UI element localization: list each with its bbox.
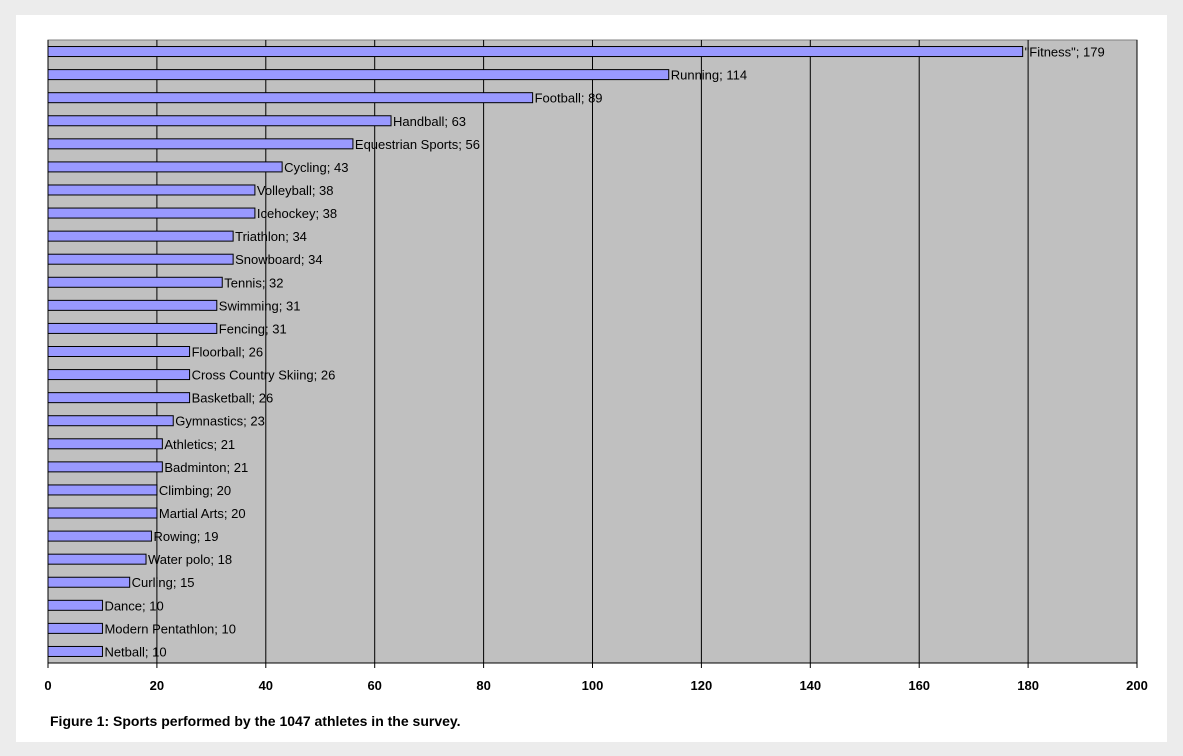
data-label-badminton: Badminton; 21 [164, 460, 248, 475]
bar-modern-pentathlon [47, 622, 103, 634]
bar-icehockey [47, 207, 256, 219]
data-label-swimming: Swimming; 31 [219, 298, 301, 313]
data-label-water-polo: Water polo; 18 [148, 552, 232, 567]
data-label-modern-pentathlon: Modern Pentathlon; 10 [104, 621, 236, 636]
data-label-gymnastics: Gymnastics; 23 [175, 414, 265, 429]
data-label-tennis: Tennis; 32 [224, 275, 283, 290]
data-label-running: Running; 114 [671, 68, 747, 83]
x-tick-label-0: 0 [44, 678, 51, 693]
data-label-rowing: Rowing; 19 [153, 529, 218, 544]
data-label-martial-arts: Martial Arts; 20 [159, 506, 246, 521]
figure-caption: Figure 1: Sports performed by the 1047 a… [50, 713, 461, 729]
bar-cycling [47, 161, 283, 173]
data-label-athletics: Athletics; 21 [164, 437, 235, 452]
x-tick-label-40: 40 [259, 678, 273, 693]
data-label-equestrian-sports: Equestrian Sports; 56 [355, 137, 480, 152]
bar-dance [47, 599, 103, 611]
x-tick-label-140: 140 [799, 678, 821, 693]
x-tick-label-60: 60 [367, 678, 381, 693]
data-label-icehockey: Icehockey; 38 [257, 206, 337, 221]
bar-chart: 0 20 40 60 80 100 120 140 160 180 200 "Fitness"; 17… [44, 39, 1148, 693]
bar-swimming [47, 299, 218, 311]
data-label-climbing: Climbing; 20 [159, 483, 231, 498]
bar-athletics [47, 438, 163, 450]
x-tick-label-200: 200 [1126, 678, 1148, 693]
bar-gymnastics [47, 415, 174, 427]
bar-netball [47, 645, 103, 657]
bar-water-polo [47, 553, 147, 565]
bar-volleyball [47, 184, 256, 196]
bar-climbing [47, 484, 158, 496]
data-label-handball: Handball; 63 [393, 114, 466, 129]
x-tick-label-80: 80 [476, 678, 490, 693]
bar-fencing [47, 322, 218, 334]
data-label-curling: Curling; 15 [132, 575, 195, 590]
bar-snowboard [47, 253, 234, 265]
bar-handball [47, 115, 392, 127]
data-label-basketball: Basketball; 26 [192, 391, 274, 406]
bar-fitness [47, 46, 1024, 58]
bar-cross-country-skiing [47, 369, 191, 381]
bar-triathlon [47, 230, 234, 242]
bar-martial-arts [47, 507, 158, 519]
data-label-fencing: Fencing; 31 [219, 321, 287, 336]
data-label-triathlon: Triathlon; 34 [235, 229, 307, 244]
x-tick-label-20: 20 [150, 678, 164, 693]
data-label-cycling: Cycling; 43 [284, 160, 348, 175]
data-label-fitness: "Fitness"; 179 [1025, 45, 1105, 60]
data-label-snowboard: Snowboard; 34 [235, 252, 322, 267]
x-tick-label-160: 160 [908, 678, 930, 693]
data-label-netball: Netball; 10 [104, 644, 166, 659]
bar-curling [47, 576, 131, 588]
bar-basketball [47, 392, 191, 404]
bar-equestrian-sports [47, 138, 354, 150]
data-label-dance: Dance; 10 [104, 598, 163, 613]
bar-badminton [47, 461, 163, 473]
bar-football [47, 92, 534, 104]
bar-running [47, 69, 670, 81]
bar-rowing [47, 530, 152, 542]
data-label-volleyball: Volleyball; 38 [257, 183, 334, 198]
bar-tennis [47, 276, 223, 288]
data-label-floorball: Floorball; 26 [192, 345, 264, 360]
x-tick-label-180: 180 [1017, 678, 1039, 693]
data-label-cross-country-skiing: Cross Country Skiing; 26 [192, 368, 336, 383]
x-tick-label-100: 100 [582, 678, 604, 693]
x-tick-label-120: 120 [691, 678, 713, 693]
bar-floorball [47, 346, 191, 357]
data-label-football: Football; 89 [535, 91, 603, 106]
